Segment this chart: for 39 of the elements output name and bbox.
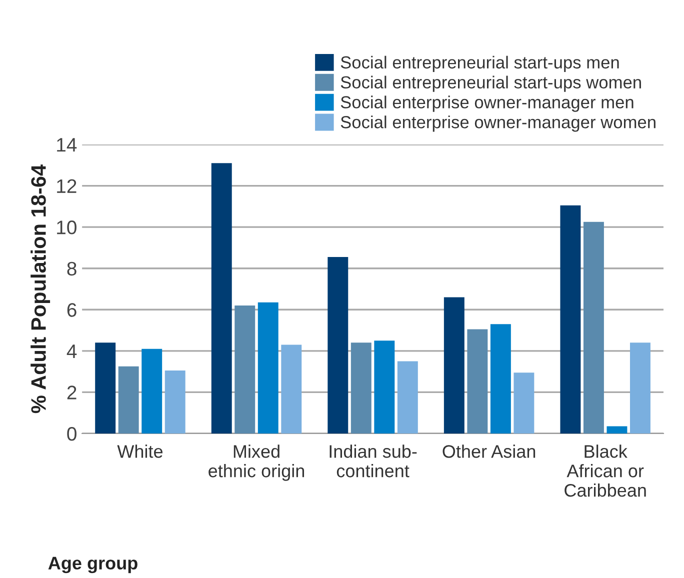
legend-label: Social entrepreneurial start-ups women bbox=[340, 76, 641, 92]
bar bbox=[350, 342, 372, 434]
bar bbox=[606, 426, 628, 434]
y-tick-label: 10 bbox=[57, 220, 76, 234]
x-tick-label: Black African or Caribbean bbox=[564, 444, 646, 497]
bar bbox=[281, 344, 302, 434]
bar bbox=[630, 342, 650, 434]
x-tick-label: Indian sub- continent bbox=[330, 444, 417, 478]
y-tick-label: 4 bbox=[66, 344, 77, 358]
y-tick-label: 0 bbox=[67, 426, 76, 441]
bar bbox=[490, 324, 511, 434]
y-tick-label: 6 bbox=[67, 303, 76, 317]
bar bbox=[211, 163, 232, 434]
bar bbox=[95, 342, 116, 434]
y-tick-label: 2 bbox=[67, 386, 76, 400]
x-tick-label: Mixed ethnic origin bbox=[208, 444, 304, 481]
y-axis-title: % Adult Population 18-64 bbox=[30, 164, 50, 414]
y-tick-label: 8 bbox=[67, 262, 76, 276]
bar bbox=[142, 348, 162, 434]
bar bbox=[467, 329, 488, 434]
text: Age group bbox=[48, 556, 138, 574]
bar bbox=[234, 306, 256, 434]
bar bbox=[583, 222, 604, 434]
y-tick-label: 12 bbox=[57, 179, 76, 193]
x-tick-label: White bbox=[117, 444, 162, 458]
bar bbox=[258, 302, 278, 434]
legend-label: Social entrepreneurial start-ups men bbox=[340, 56, 619, 72]
bar bbox=[374, 340, 395, 434]
bar bbox=[328, 257, 348, 434]
bar bbox=[560, 205, 581, 434]
bar bbox=[444, 297, 464, 434]
bar bbox=[397, 361, 418, 434]
x-tick-label: Other Asian bbox=[442, 444, 536, 458]
legend-label: Social enterprise owner-manager men bbox=[340, 96, 634, 112]
bar bbox=[118, 366, 139, 434]
y-tick-label: 14 bbox=[57, 138, 77, 152]
bar bbox=[514, 372, 534, 434]
bar bbox=[164, 370, 186, 434]
legend-label: Social enterprise owner-manager women bbox=[340, 116, 656, 132]
